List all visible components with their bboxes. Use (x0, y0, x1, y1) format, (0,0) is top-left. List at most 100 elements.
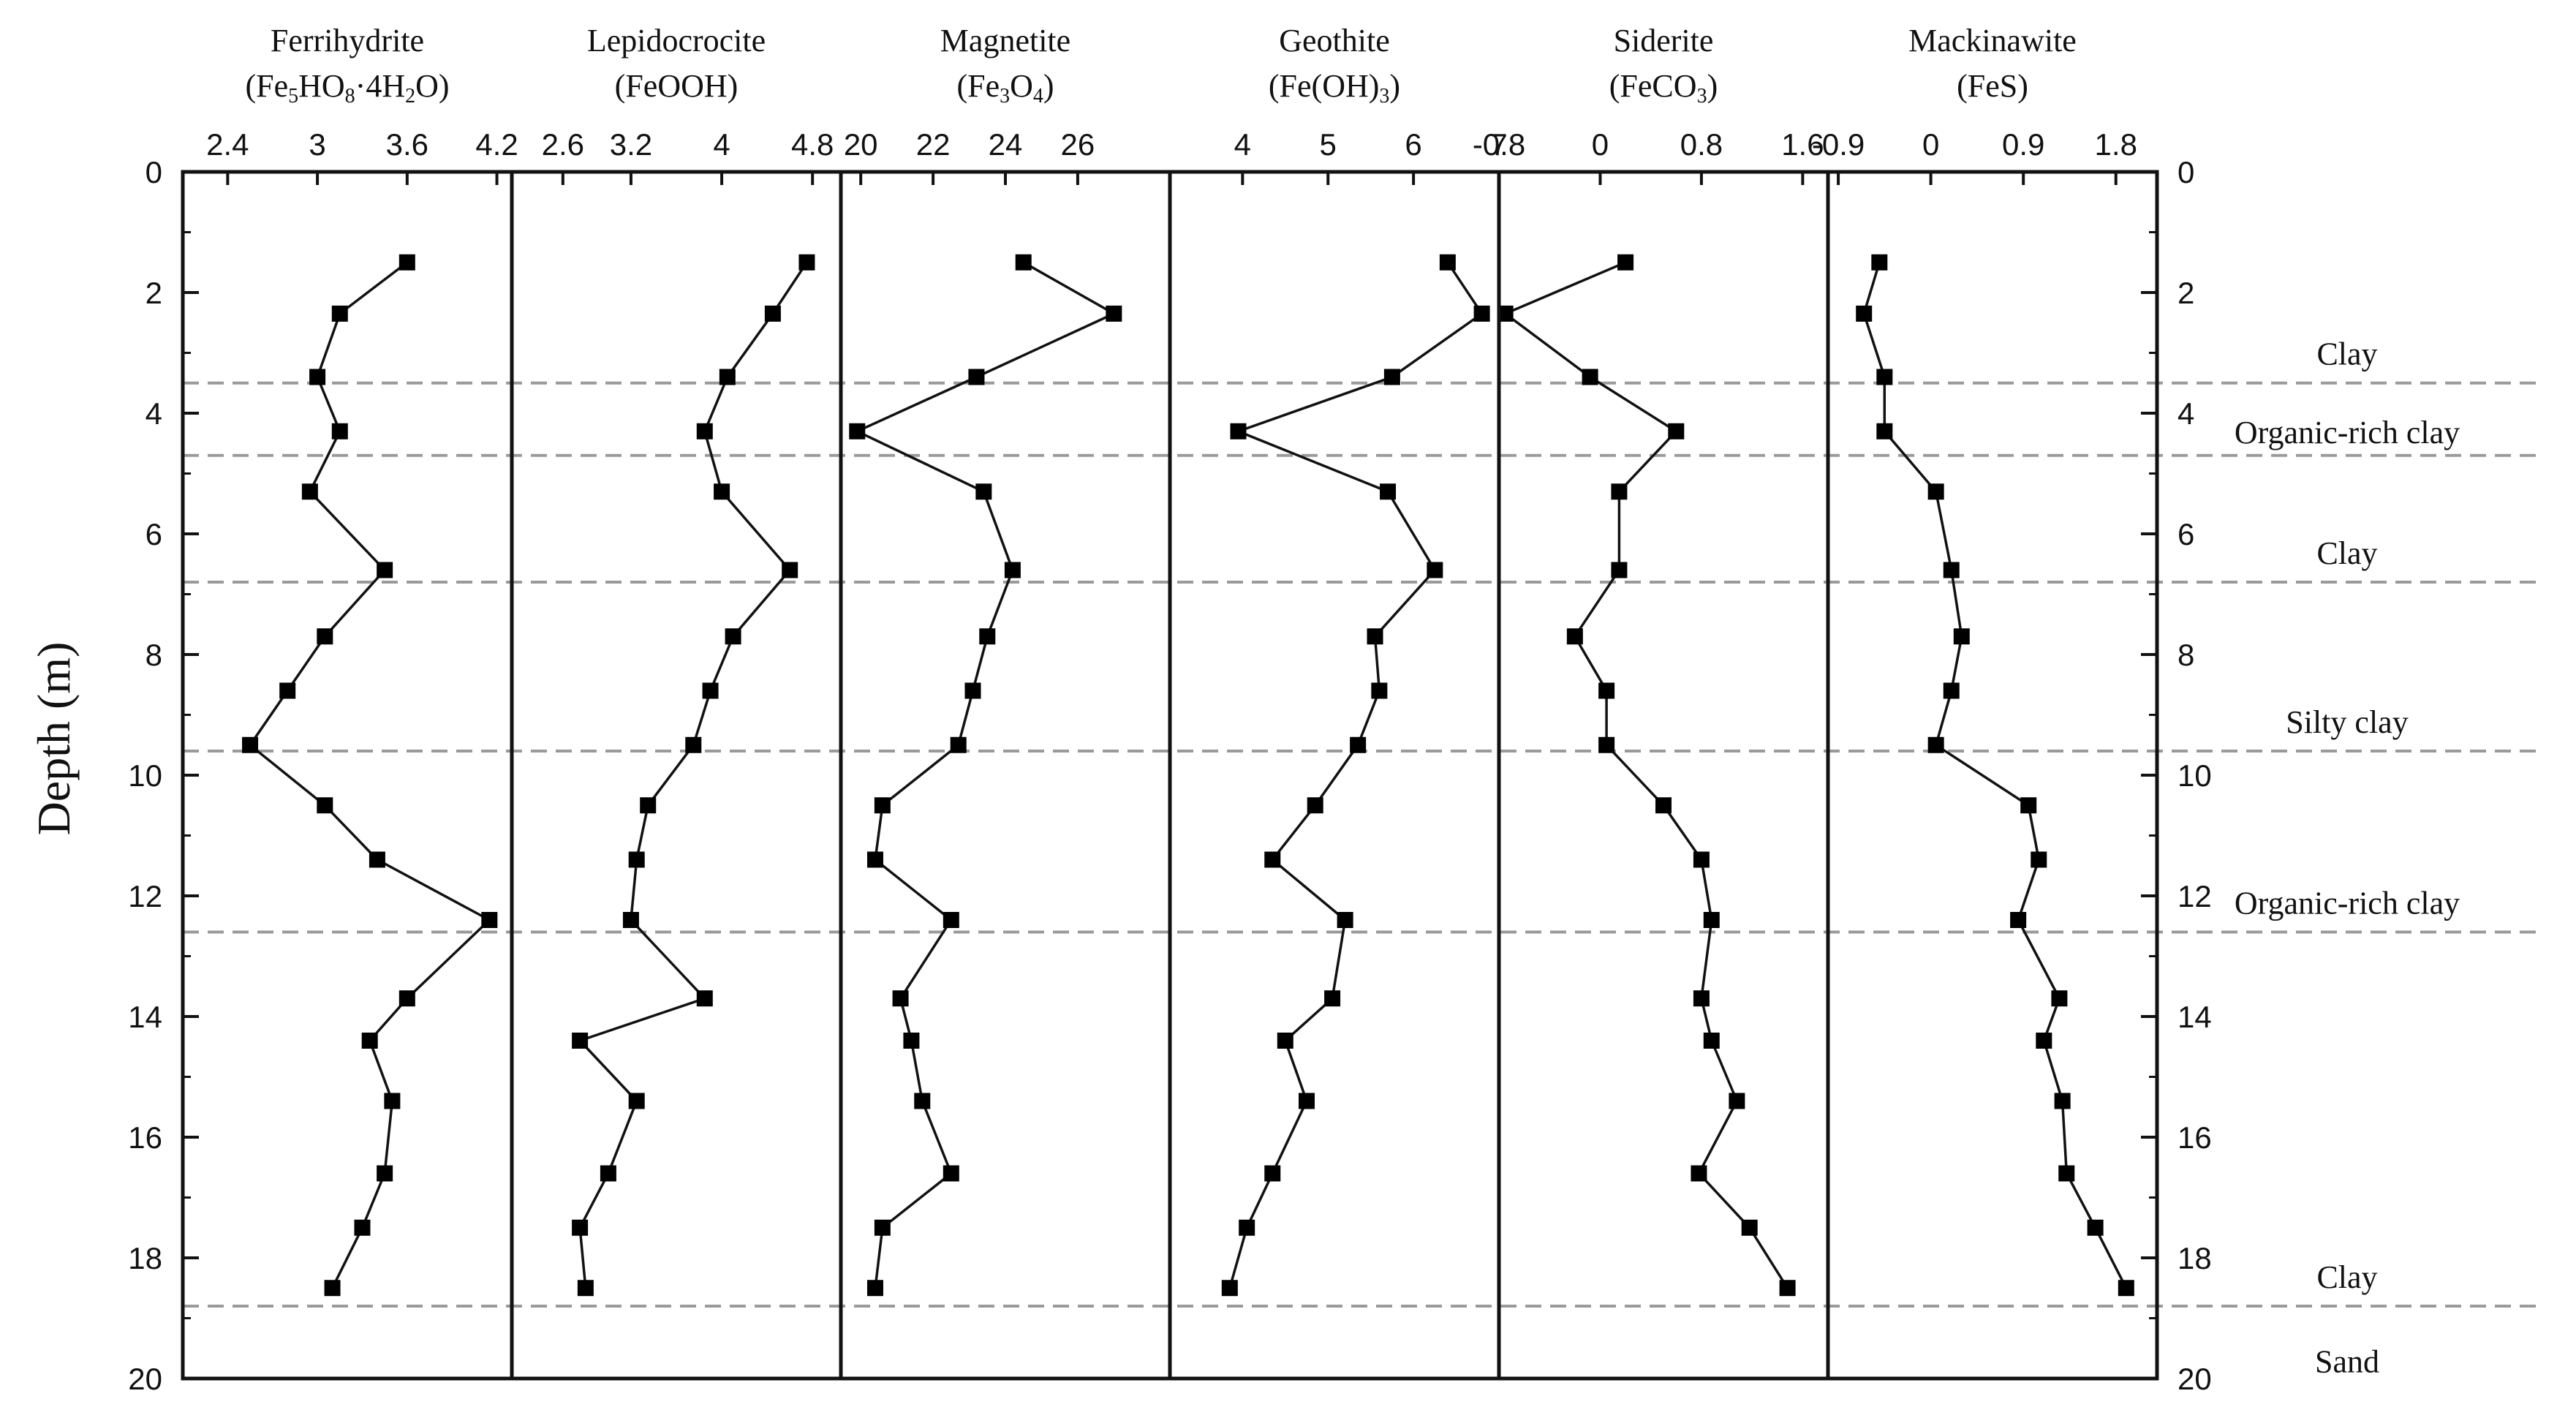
series-line (1862, 262, 2128, 1289)
lithology-label: Organic-rich clay (2235, 415, 2460, 450)
depth-tick-label-right: 2 (2177, 276, 2194, 310)
data-point (2036, 1033, 2052, 1049)
x-tick-label: 0 (1592, 127, 1609, 162)
data-point (975, 483, 992, 500)
data-point (1427, 562, 1443, 578)
lithology-labels: Clay Organic-rich clay Clay Silty clay Organ… (2235, 336, 2460, 1380)
data-point (1324, 990, 1341, 1007)
data-point (1729, 1093, 1745, 1109)
data-point (2051, 990, 2068, 1007)
panel-title: Mackinawite (1908, 23, 2077, 59)
data-point (301, 483, 318, 500)
data-point (1741, 1219, 1758, 1236)
data-point (1703, 1033, 1720, 1049)
data-point (1598, 682, 1615, 699)
x-tick-label: 2.6 (542, 127, 584, 162)
depth-tick-label-left: 20 (128, 1362, 162, 1396)
data-point (377, 1165, 393, 1182)
data-point (2087, 1219, 2104, 1236)
depth-tick-label-right: 14 (2177, 1000, 2212, 1034)
data-point (696, 423, 713, 440)
depth-tick-label-left: 8 (146, 638, 162, 672)
panel-formula: (Fe3O4) (956, 68, 1054, 108)
data-point (331, 423, 348, 440)
x-tick-label: 5 (1320, 127, 1337, 162)
depth-tick-label-right: 12 (2177, 879, 2212, 913)
data-point (1307, 797, 1323, 814)
data-point (628, 1093, 645, 1109)
data-point (1876, 369, 1893, 385)
data-point (2020, 797, 2037, 814)
panel-formula: (FeCO3) (1609, 68, 1718, 108)
data-point (309, 369, 326, 385)
data-point (1371, 682, 1388, 699)
data-point (1106, 305, 1122, 322)
panel-formula: (Fe(OH)3) (1269, 68, 1400, 108)
data-point (1691, 1165, 1707, 1182)
data-point (1230, 423, 1247, 440)
depth-tick-label-right: 20 (2177, 1362, 2212, 1396)
data-point (399, 990, 415, 1007)
data-point (1337, 912, 1353, 928)
data-point (1582, 369, 1598, 385)
data-point (719, 369, 736, 385)
x-tick-label: 1.6 (1781, 127, 1824, 162)
panel-title: Magnetite (940, 23, 1070, 59)
data-point (331, 305, 348, 322)
panels: Ferrihydrite (Fe5HO8·4H2O) 2.4 3 3.6 4.2 Lepid… (206, 23, 2137, 1297)
data-point (1953, 628, 1970, 645)
data-point (1943, 562, 1960, 578)
x-tick-label: 3.6 (386, 127, 428, 162)
data-point (849, 423, 866, 440)
data-point (696, 990, 713, 1007)
data-point (1693, 990, 1710, 1007)
x-tick-label: 1.8 (2095, 127, 2137, 162)
data-point (1239, 1219, 1255, 1236)
data-point (866, 851, 883, 868)
data-point (702, 682, 719, 699)
depth-tick-label-right: 10 (2177, 758, 2212, 793)
data-point (950, 736, 967, 753)
lithology-label: Organic-rich clay (2235, 885, 2460, 921)
data-point (1693, 851, 1710, 868)
panel-lepidocrocite: Lepidocrocite (FeOOH) 2.6 3.2 4 4.8 (542, 23, 834, 1297)
data-point (1779, 1280, 1796, 1297)
data-point (399, 254, 415, 271)
data-point (354, 1219, 371, 1236)
data-point (1943, 682, 1960, 699)
depth-tick-label-right: 18 (2177, 1241, 2212, 1275)
data-point (1927, 736, 1944, 753)
data-point (874, 1219, 891, 1236)
data-point (892, 990, 909, 1007)
panel-title: Lepidocrocite (587, 23, 766, 59)
data-point (1004, 562, 1021, 578)
x-tick-label: 0.8 (1680, 127, 1723, 162)
data-point (725, 628, 741, 645)
data-point (572, 1033, 589, 1049)
depth-tick-label-left: 12 (128, 879, 162, 913)
data-point (1277, 1033, 1293, 1049)
depth-tick-label-left: 2 (146, 276, 162, 310)
data-point (2010, 912, 2027, 928)
depth-tick-label-right: 4 (2177, 396, 2194, 431)
x-tick-label: 26 (1061, 127, 1095, 162)
data-point (361, 1033, 378, 1049)
data-point (1264, 851, 1281, 868)
data-point (2054, 1093, 2071, 1109)
data-point (577, 1280, 594, 1297)
panel-formula: (FeOOH) (615, 68, 739, 104)
depth-tick-label-left: 14 (128, 1000, 162, 1034)
x-tick-label: 20 (844, 127, 878, 162)
data-point (798, 254, 815, 271)
data-point (782, 562, 798, 578)
data-point (1473, 305, 1490, 322)
data-point (1367, 628, 1383, 645)
x-tick-label: 24 (989, 127, 1023, 162)
data-point (979, 628, 996, 645)
data-point (1439, 254, 1456, 271)
series-line (248, 261, 492, 1289)
lithology-label: Clay (2316, 1259, 2377, 1295)
lithology-label: Sand (2315, 1343, 2379, 1379)
depth-tick-label-right: 8 (2177, 638, 2194, 672)
data-point (317, 628, 333, 645)
